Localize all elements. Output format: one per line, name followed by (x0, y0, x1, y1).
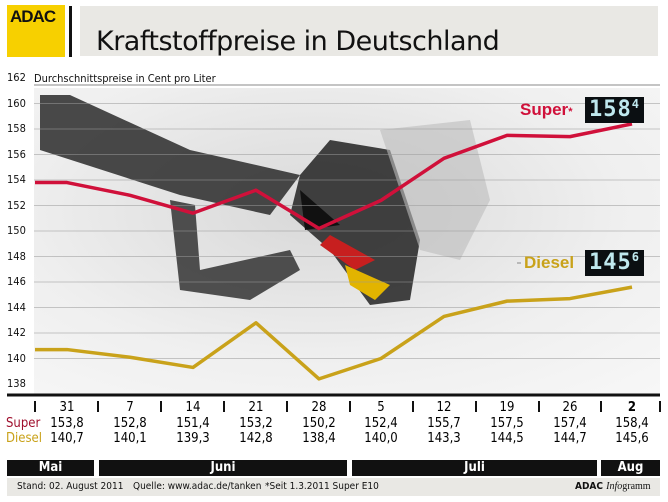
page-title: Kraftstoffpreise in Deutschland (96, 26, 500, 57)
tick-mark (659, 401, 661, 412)
diesel-value: 145,6 (615, 431, 649, 446)
tick-mark (160, 401, 162, 412)
month-mai: Mai (7, 460, 94, 476)
tick-mark (349, 401, 351, 412)
week-label: 2 (627, 400, 637, 415)
super-price-display: 1584 (585, 97, 644, 123)
y-tick-label: 158 (7, 122, 26, 135)
super-series-label: Super* (520, 100, 573, 119)
week-label: 5 (377, 400, 385, 415)
tick-mark (34, 401, 36, 412)
tick-mark (412, 401, 414, 412)
row-label-diesel: Diesel (6, 431, 42, 446)
month-aug: Aug (601, 460, 660, 476)
y-tick-label: 160 (7, 96, 26, 110)
y-tick-label: 150 (7, 224, 26, 237)
diesel-value: 144,5 (490, 431, 524, 446)
week-label: 14 (185, 400, 201, 415)
tick-mark (538, 401, 540, 412)
super-value: 158,4 (615, 416, 649, 431)
y-tick-label: 152 (7, 198, 26, 212)
super-value: 153,8 (50, 416, 84, 431)
title-bar (80, 6, 658, 56)
month-juni: Juni (99, 460, 347, 476)
diesel-value: 138,4 (302, 431, 336, 446)
stand-date: Stand: 02. August 2011 (17, 481, 124, 492)
tick-mark (97, 401, 99, 412)
brand: ADAC Infogramm (575, 481, 651, 492)
diesel-price-display: 1456 (585, 250, 644, 276)
week-label: 12 (436, 400, 452, 415)
y-tick-label: 146 (7, 275, 26, 288)
diesel-value: 143,3 (427, 431, 461, 446)
y-tick-label: 142 (7, 326, 26, 339)
y-tick-label: 154 (7, 173, 26, 186)
line-chart (7, 84, 660, 397)
diesel-value: 140,7 (50, 431, 84, 446)
y-tick-label: 156 (7, 147, 26, 161)
diesel-series-label: Diesel (524, 253, 575, 272)
source: Quelle: www.adac.de/tanken (133, 481, 262, 492)
diesel-value: 139,3 (176, 431, 210, 446)
tick-mark (475, 401, 477, 412)
super-value: 157,4 (553, 416, 587, 431)
row-label-super: Super (6, 416, 41, 431)
super-value: 157,5 (490, 416, 524, 431)
y-axis-label: Durchschnittspreise in Cent pro Liter (34, 72, 216, 85)
tick-mark (600, 401, 602, 412)
month-juli: Juli (352, 460, 597, 476)
super-value: 152,4 (364, 416, 398, 431)
diesel-value: 142,8 (239, 431, 273, 446)
footer: Stand: 02. August 2011 Quelle: www.adac.… (7, 478, 660, 496)
diesel-value: 140,0 (364, 431, 398, 446)
super-value: 152,8 (113, 416, 147, 431)
y-tick-label: 148 (7, 249, 26, 263)
week-label: 31 (59, 400, 75, 415)
week-label: 7 (126, 400, 134, 415)
week-label: 19 (499, 400, 515, 415)
tick-mark (223, 401, 225, 412)
tick-mark (286, 401, 288, 412)
week-label: 26 (562, 400, 578, 415)
week-label: 21 (248, 400, 264, 415)
super-value: 155,7 (427, 416, 461, 431)
diesel-value: 140,1 (113, 431, 147, 446)
super-value: 151,4 (176, 416, 210, 431)
super-value: 153,2 (239, 416, 273, 431)
y-tick-label: 138 (7, 377, 26, 390)
y-tick-label: 144 (7, 300, 26, 314)
diesel-value: 144,7 (553, 431, 587, 446)
fuel-nozzle-illustration (40, 95, 490, 305)
y-tick-label: 162 (7, 71, 26, 84)
adac-logo: ADAC (7, 5, 65, 57)
super-value: 150,2 (302, 416, 336, 431)
week-label: 28 (311, 400, 327, 415)
footnote: *Seit 1.3.2011 Super E10 (265, 481, 379, 492)
y-tick-label: 140 (7, 351, 26, 365)
divider (69, 6, 72, 57)
